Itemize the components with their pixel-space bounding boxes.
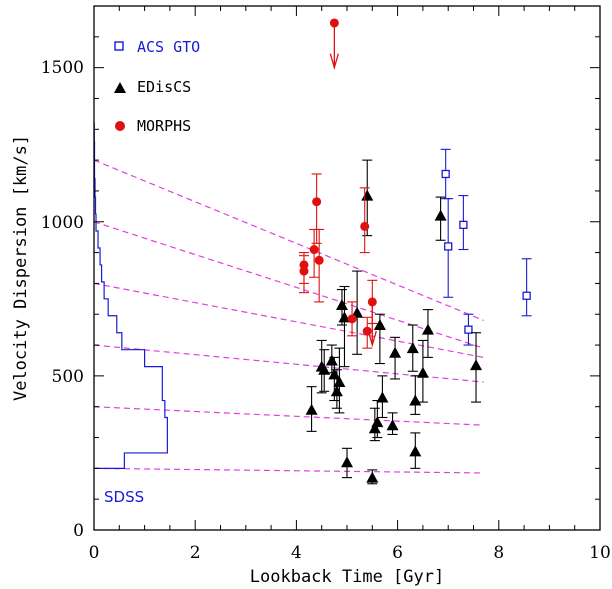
dashed-model-line [93,467,484,474]
data-point-ediscs [305,403,318,415]
y-axis-title: Velocity Dispersion [km/s] [11,135,31,401]
data-point-ediscs [318,363,331,375]
legend-label-morphs: MORPHS [137,117,191,135]
dashed-model-line [93,406,484,426]
data-point-morphs [312,197,322,207]
data-point-ediscs [333,376,346,388]
dashed-lines [93,159,484,474]
data-point-ediscs [361,189,374,201]
x-tick-label: 0 [89,543,100,563]
legend-marker-morphs [115,121,125,131]
data-point-ediscs [416,366,429,378]
data-point-ediscs [386,419,399,431]
dashed-model-line [93,221,484,349]
data-points [298,18,532,485]
data-point-acs-gto [464,325,473,334]
data-point-ediscs [325,354,338,366]
data-point-ediscs [421,323,434,335]
data-point-acs-gto [522,291,531,300]
legend-label-acs-gto: ACS GTO [137,38,200,56]
data-point-acs-gto [444,242,453,251]
x-axis-title: Lookback Time [Gyr] [250,567,444,587]
sdss-label: SDSS [104,488,144,506]
data-point-ediscs [470,359,483,371]
upper-limit-arrow-head [329,53,339,71]
x-tick-label: 4 [291,543,302,563]
data-point-ediscs [335,298,348,310]
data-point-morphs [360,221,370,231]
legend-marker-acs-gto [114,41,124,51]
data-point-ediscs [366,471,379,483]
x-tick-label: 8 [493,543,504,563]
x-tick-label: 2 [190,543,201,563]
data-point-ediscs [434,209,447,221]
legend-label-ediscs: EDisCS [137,78,191,96]
data-point-ediscs [409,445,422,457]
y-tick-label: 1500 [41,58,84,78]
data-point-ediscs [373,319,386,331]
y-tick-label: 500 [52,367,84,387]
x-tick-label: 6 [392,543,403,563]
data-point-ediscs [371,416,384,428]
data-point-ediscs [341,456,353,468]
data-point-ediscs [389,346,402,358]
legend: ACS GTO EDisCS MORPHS [114,38,200,135]
data-point-ediscs [409,394,422,406]
data-point-ediscs [338,311,351,323]
data-point-acs-gto [441,169,450,179]
x-tick-label: 10 [589,543,611,563]
data-point-morphs [299,266,309,276]
data-point-ediscs [376,391,389,403]
y-tick-labels: 0 500 1000 1500 [41,58,84,541]
data-point-acs-gto [459,220,468,229]
y-tick-label: 0 [73,521,84,541]
data-point-ediscs [406,342,419,354]
legend-marker-ediscs [114,82,126,93]
data-point-morphs [314,255,324,265]
data-point-morphs [347,314,357,324]
axis-ticks [93,5,601,531]
dashed-model-line [93,344,484,383]
dashed-model-line [93,282,484,358]
data-point-morphs [309,245,319,255]
sdss-histogram [93,122,168,469]
data-point-morphs [362,326,372,336]
x-tick-labels: 0 2 4 6 8 10 [89,543,611,563]
y-tick-label: 1000 [41,213,84,233]
dashed-model-line [93,159,484,321]
upper-limit-arrow-head [367,330,377,348]
sdss-histogram-outline [93,122,168,469]
